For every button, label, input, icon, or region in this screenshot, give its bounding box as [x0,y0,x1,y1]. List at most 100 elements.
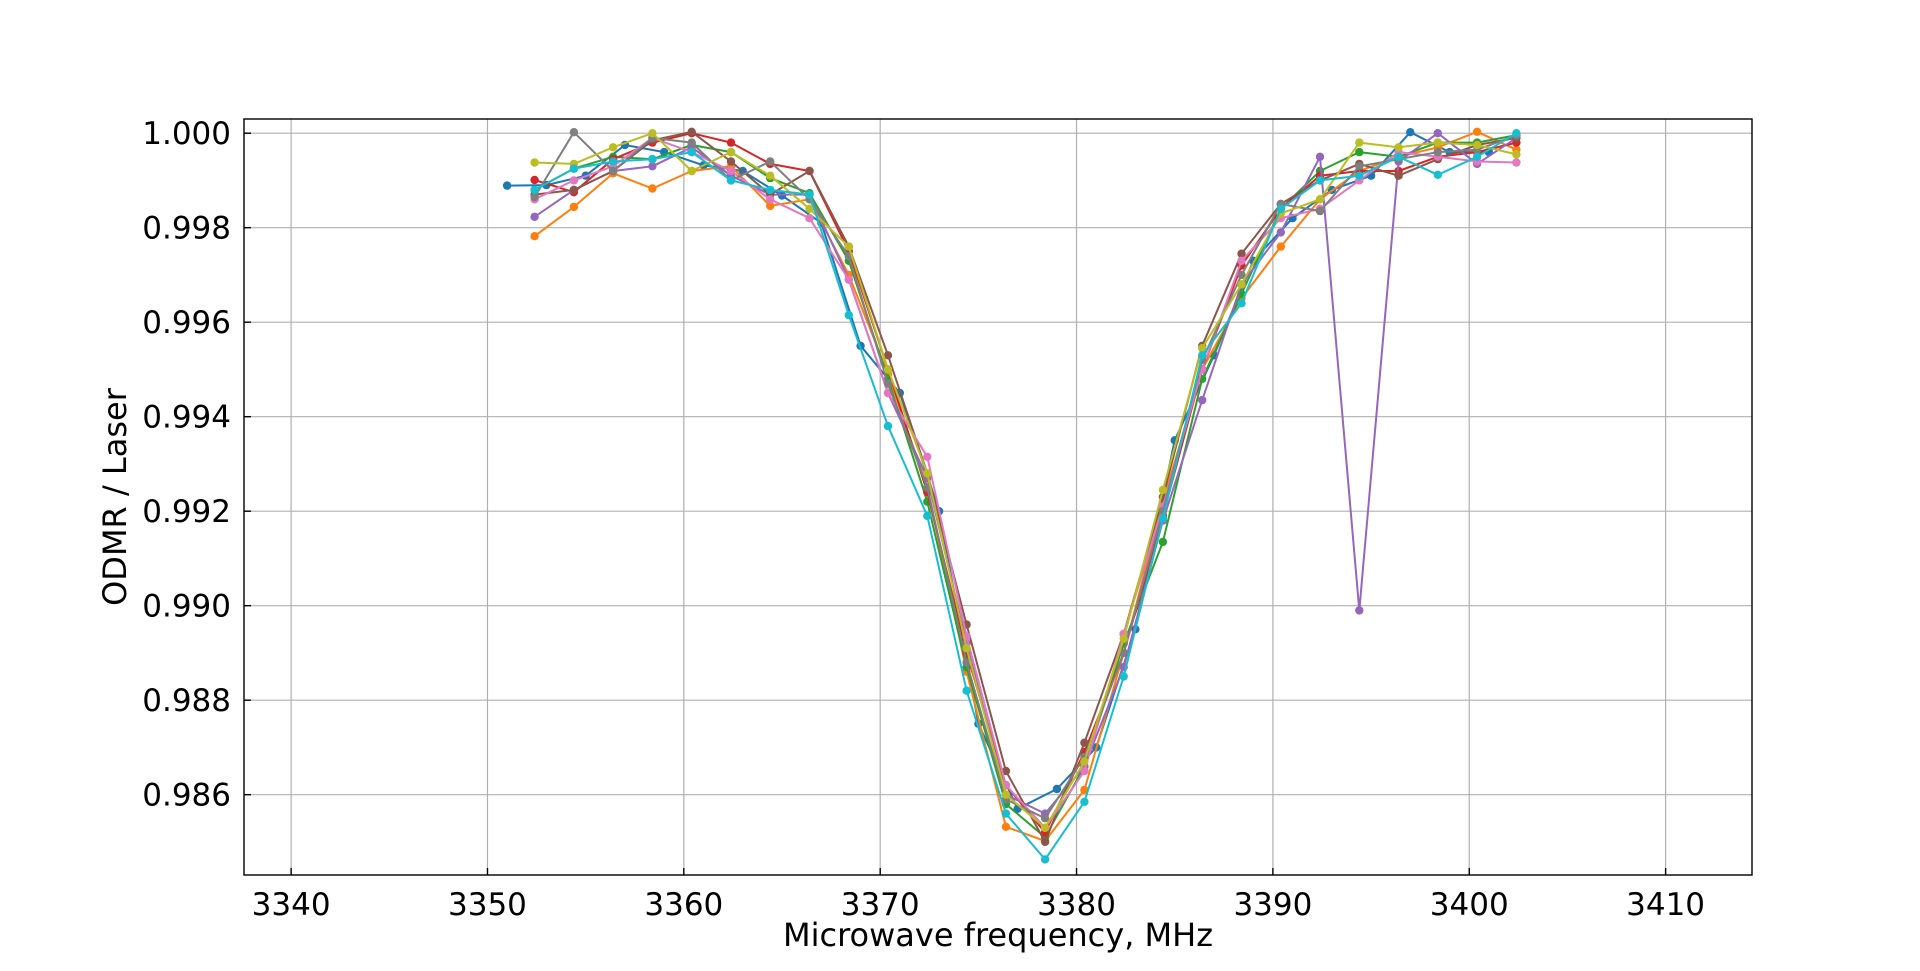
data-point [1040,855,1050,864]
y-tick-labels: 0.986 0.988 0.990 0.992 0.994 0.996 0.998 1.000 [142,116,231,813]
data-point [726,157,736,166]
data-point [1355,147,1364,157]
data-point [687,147,696,157]
y-tick-label: 0.992 [142,494,231,530]
data-point [1512,150,1521,159]
data-point [1276,242,1286,251]
data-point [766,157,775,166]
series-10 [530,129,1521,864]
x-tick-label: 3390 [1233,887,1312,923]
y-tick-label: 1.000 [142,116,231,152]
data-point [805,204,814,213]
data-point [1080,738,1089,747]
data-point [1394,152,1403,161]
data-point [530,232,539,241]
series-line [534,132,1517,861]
data-point [1472,140,1482,150]
data-point [805,166,814,176]
data-point [1433,129,1443,138]
data-point [569,176,579,185]
data-point [962,686,971,695]
data-point [1040,823,1050,832]
data-point [1394,171,1403,180]
data-point [1198,395,1207,405]
data-point [1237,280,1246,289]
data-point [1394,143,1403,152]
data-point [1315,176,1325,185]
data-point [1001,809,1011,818]
series-line [534,134,1517,839]
data-point [502,181,512,190]
data-point [844,310,853,320]
series-line [533,131,1517,820]
data-point [569,128,579,137]
data-point [844,275,853,284]
data-point [883,365,893,374]
data-point [608,157,618,166]
data-point [530,185,539,195]
data-point [1237,270,1246,280]
data-point [883,379,893,388]
x-tick-labels: 3340 3350 3360 3370 3380 3390 3400 3410 [252,887,1705,923]
x-tick-label: 3400 [1430,887,1509,923]
data-point [608,143,618,152]
data-point [1237,256,1246,265]
data-point [805,214,814,223]
grid [244,119,1752,875]
data-point [883,351,893,360]
data-point [530,192,539,202]
data-point [1158,514,1168,523]
data-point [687,127,696,136]
y-tick-label: 0.994 [142,400,231,436]
data-point [1080,766,1089,776]
y-tick-label: 0.990 [142,589,231,625]
data-point [648,162,657,171]
data-point [766,185,775,195]
data-point [530,158,539,167]
x-axis-label: Microwave frequency, MHz [783,916,1213,954]
data-point [1276,228,1286,237]
x-tick-label: 3380 [1037,887,1116,923]
data-point [648,184,657,193]
data-point [648,129,657,138]
data-point [766,195,775,204]
y-axis-label: ODMR / Laser [96,387,134,606]
data-point [1198,351,1207,360]
y-tick-label: 0.998 [142,211,231,247]
data-point [1080,757,1089,766]
data-point [1040,814,1050,823]
y-tick-label: 0.996 [142,305,231,341]
data-point [923,452,932,461]
data-point [923,469,932,478]
data-point [805,190,814,199]
data-point [844,242,853,251]
data-point [726,176,736,185]
data-point [883,421,893,431]
data-point [1080,797,1089,806]
data-point [1119,634,1128,643]
data-point [530,175,539,185]
series-line [534,132,1517,815]
data-point [726,138,736,147]
data-point [687,166,696,176]
data-point [962,658,971,667]
data-point [1433,138,1443,147]
x-tick-label: 3350 [448,887,527,923]
data-point [569,202,579,212]
data-point [1040,837,1050,847]
data-point [1433,147,1443,157]
x-tick-label: 3360 [644,887,723,923]
x-tick-label: 3340 [252,887,331,923]
y-tick-label: 0.988 [142,683,231,719]
data-point [1158,537,1168,547]
series-line [534,132,1517,829]
data-point [1237,299,1246,308]
x-tick-label: 3370 [841,887,920,923]
data-point [1355,162,1364,171]
series-9 [530,129,1521,832]
data-point [530,212,539,221]
data-point [1472,127,1482,136]
data-point [1001,766,1011,776]
data-point [1355,171,1364,180]
